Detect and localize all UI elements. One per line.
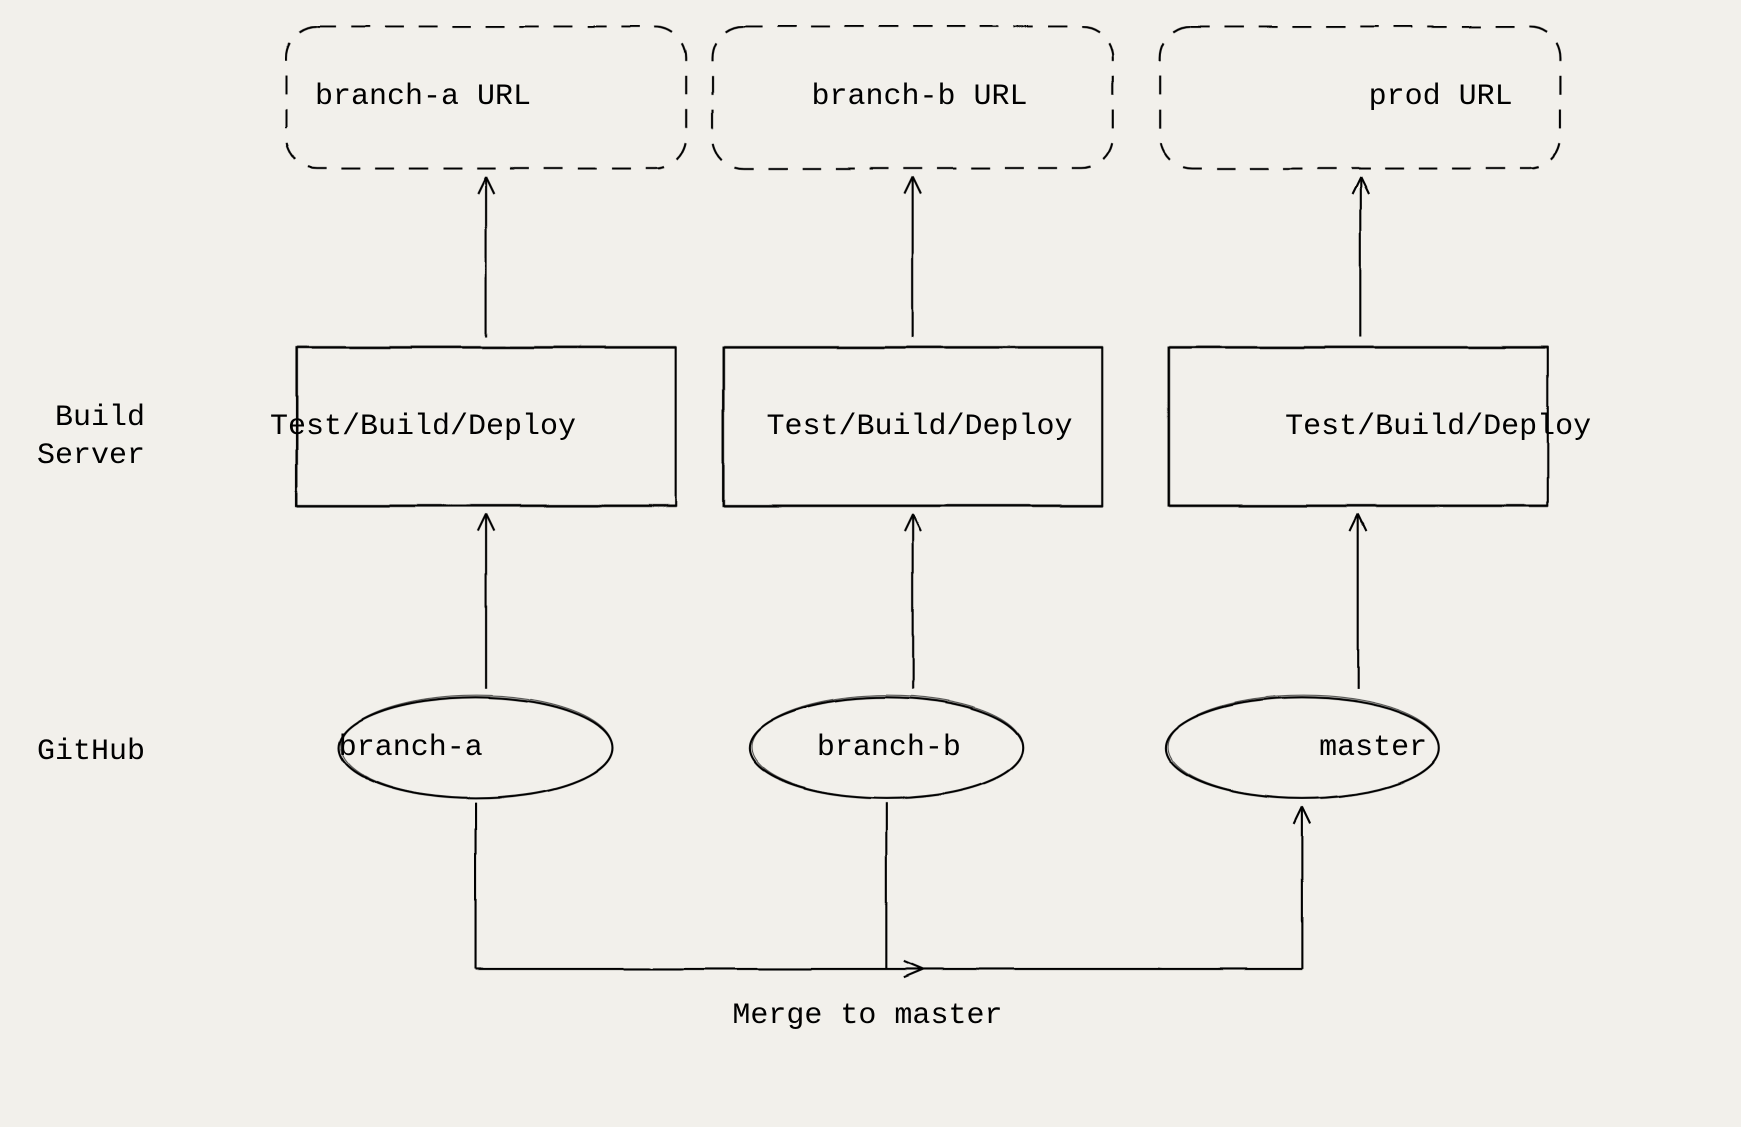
url-box-label-0: branch-a URL xyxy=(315,80,531,114)
github-row-label: GitHub xyxy=(0,734,145,772)
branch-label-1: branch-b xyxy=(817,731,961,765)
build-box-label-2: Test/Build/Deploy xyxy=(1285,410,1591,444)
merge-label: Merge to master xyxy=(732,999,1002,1033)
build-box-label-1: Test/Build/Deploy xyxy=(767,410,1073,444)
build-box-label-0: Test/Build/Deploy xyxy=(270,410,576,444)
branch-label-0: branch-a xyxy=(339,731,483,765)
flowchart-canvas xyxy=(0,0,1741,1127)
url-box-label-1: branch-b URL xyxy=(812,80,1028,114)
branch-label-2: master xyxy=(1319,731,1427,765)
url-box-label-2: prod URL xyxy=(1369,80,1513,114)
build-server-row-label: BuildServer xyxy=(0,400,145,475)
